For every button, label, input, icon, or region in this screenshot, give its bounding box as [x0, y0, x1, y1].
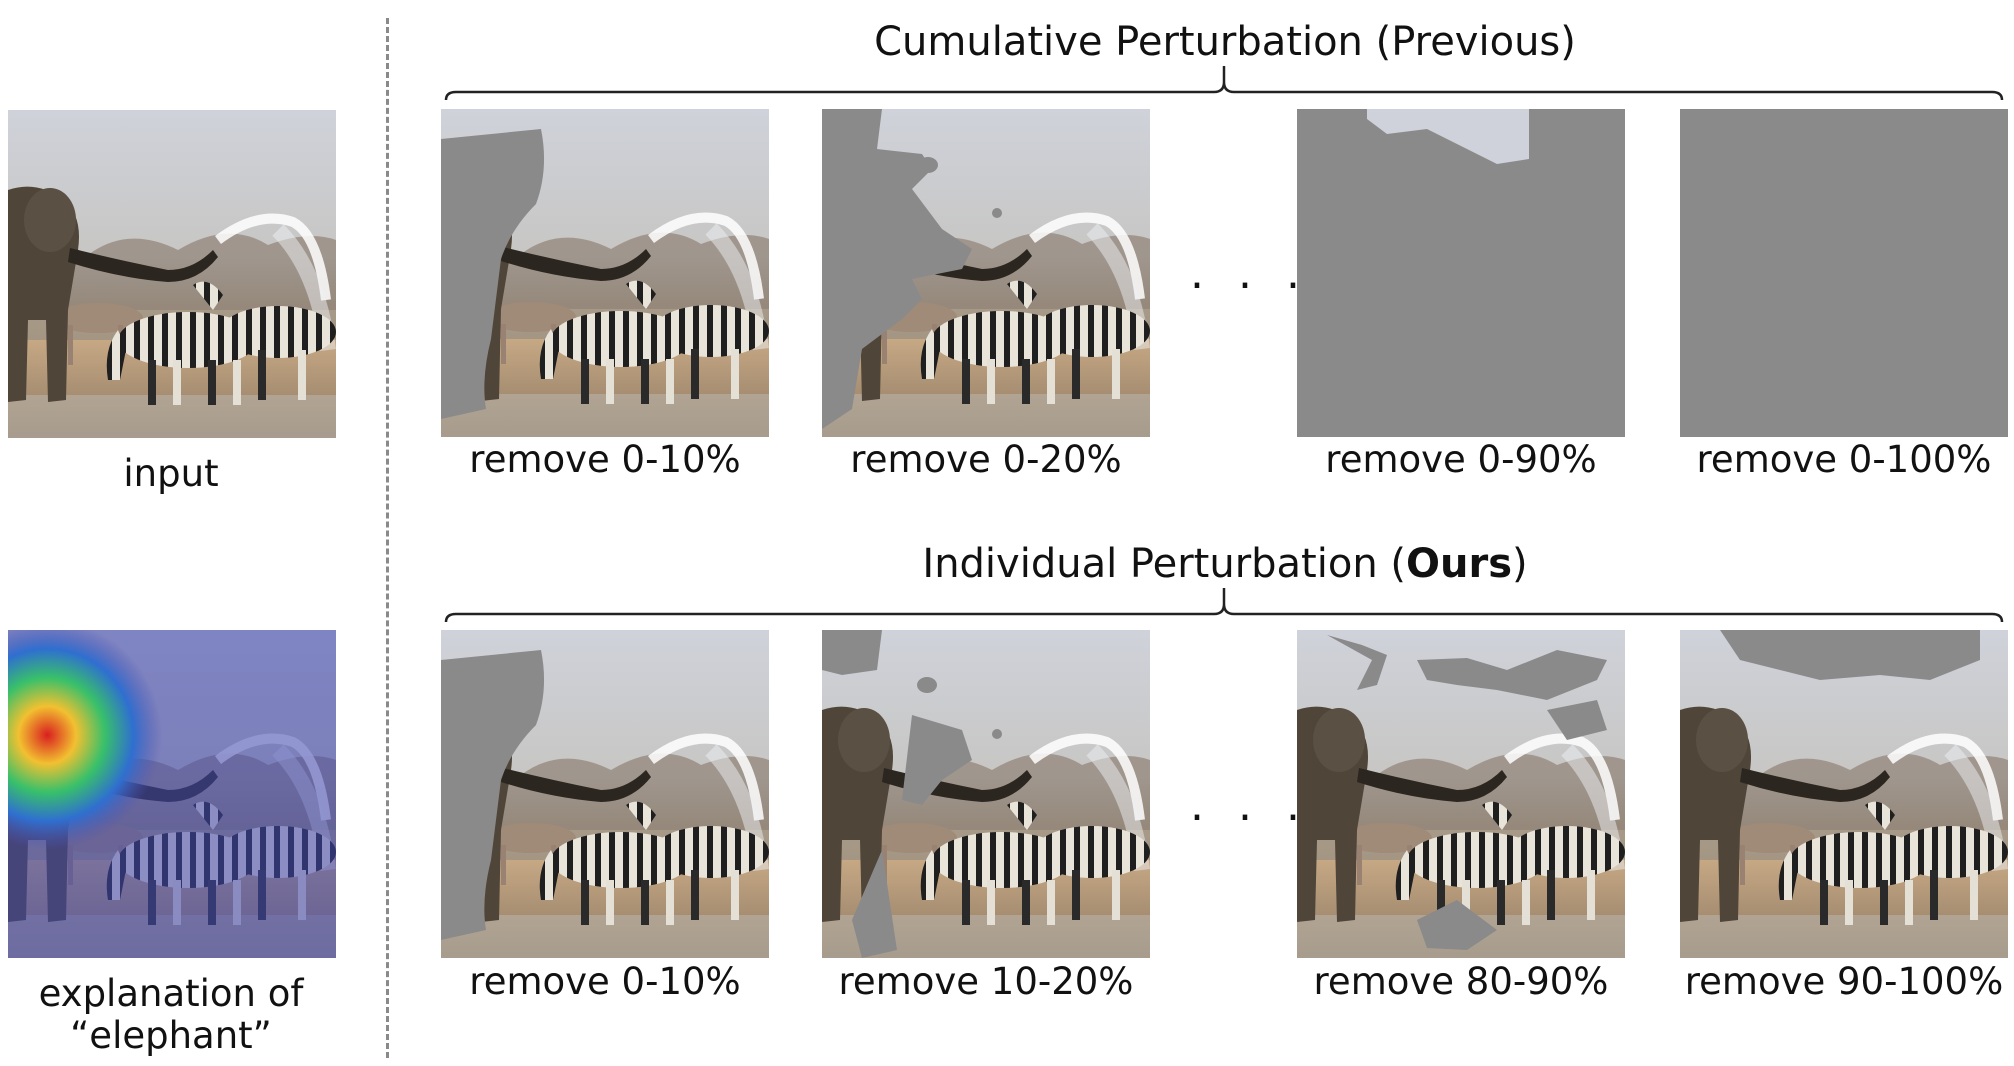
individual-title-suffix: ) [1512, 541, 1528, 587]
cumulative-panel-3 [1297, 109, 1625, 437]
individual-caption-4: remove 90-100% [1684, 960, 2004, 1003]
individual-panel-3 [1297, 630, 1625, 958]
cumulative-brace [444, 66, 2004, 101]
cumulative-panel-1 [441, 109, 769, 437]
explanation-heatmap-image [8, 630, 336, 958]
cumulative-caption-4: remove 0-100% [1696, 438, 1992, 481]
explanation-label-line1: explanation of [38, 972, 304, 1015]
individual-caption-1: remove 0-10% [469, 960, 741, 1003]
cumulative-caption-1: remove 0-10% [469, 438, 741, 481]
column-divider [386, 18, 389, 1058]
cumulative-panel-2 [822, 109, 1150, 437]
cumulative-panel-4 [1680, 109, 2008, 437]
individual-caption-2: remove 10-20% [838, 960, 1134, 1003]
individual-panel-1 [441, 630, 769, 958]
individual-caption-3: remove 80-90% [1313, 960, 1609, 1003]
individual-panel-2 [822, 630, 1150, 958]
individual-title: Individual Perturbation (Ours) [700, 540, 1750, 588]
cumulative-title: Cumulative Perturbation (Previous) [874, 19, 1576, 65]
individual-panel-4 [1680, 630, 2008, 958]
cumulative-ellipsis: . . . [1190, 248, 1310, 299]
cumulative-caption-2: remove 0-20% [850, 438, 1122, 481]
individual-title-bold: Ours [1405, 541, 1512, 587]
input-image [8, 110, 336, 438]
input-label: input [123, 452, 219, 495]
individual-ellipsis: . . . [1190, 780, 1310, 831]
cumulative-caption-3: remove 0-90% [1325, 438, 1597, 481]
individual-title-prefix: Individual Perturbation ( [922, 541, 1406, 587]
individual-brace [444, 588, 2004, 623]
explanation-label-line2: “elephant” [70, 1014, 272, 1057]
